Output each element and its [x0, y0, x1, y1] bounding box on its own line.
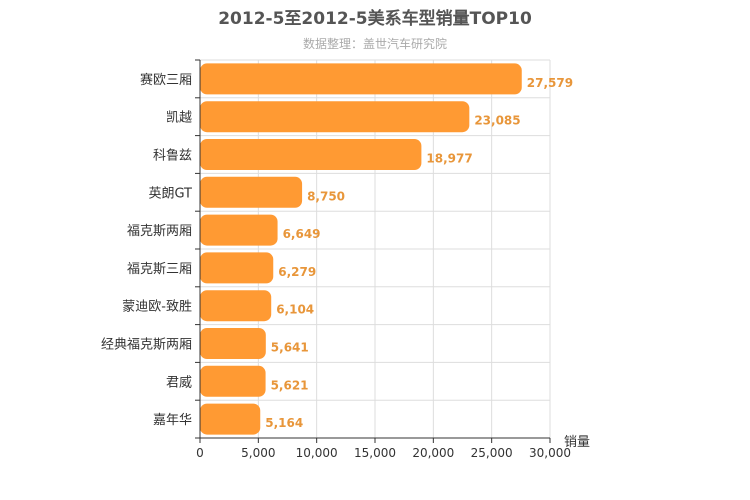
category-label: 经典福克斯两厢: [101, 338, 192, 353]
x-tick-label: 30,000: [529, 446, 571, 460]
category-label: 君威: [166, 375, 192, 390]
category-label: 科鲁兹: [153, 149, 192, 164]
x-tick-label: 0: [196, 446, 204, 460]
bar[interactable]: [200, 403, 261, 435]
bar[interactable]: [200, 139, 422, 170]
category-label: 凯越: [166, 111, 192, 126]
data-label: 6,104: [276, 303, 314, 317]
data-label: 5,641: [271, 341, 309, 355]
x-axis-label: 销量: [564, 435, 590, 450]
bar[interactable]: [200, 176, 303, 208]
bar[interactable]: [200, 328, 266, 359]
data-label: 5,164: [265, 416, 303, 430]
x-tick-label: 20,000: [412, 446, 454, 460]
data-label: 27,579: [527, 76, 573, 90]
category-label: 蒙迪欧-致胜: [122, 300, 192, 315]
x-tick-labels: 0 5,000 10,000 15,000 20,000 25,000 30,000: [195, 59, 571, 460]
x-tick-label: 5,000: [241, 446, 275, 460]
bar[interactable]: [200, 214, 278, 246]
bar[interactable]: [200, 252, 274, 284]
category-label: 英朗GT: [148, 186, 192, 201]
x-tick-label: 25,000: [471, 446, 513, 460]
data-label: 8,750: [307, 189, 345, 203]
data-label: 18,977: [426, 152, 472, 166]
bar[interactable]: [200, 63, 522, 95]
data-label: 6,649: [283, 227, 321, 241]
grid-lines: [200, 59, 551, 438]
bars: 27,579 23,085 18,977 8,750 6,649 6,279 6,104 5,…: [200, 63, 573, 435]
bar[interactable]: [200, 290, 272, 322]
category-label: 福克斯三厢: [127, 262, 192, 277]
category-label: 福克斯两厢: [127, 224, 192, 239]
data-label: 5,621: [271, 378, 309, 392]
x-tick-label: 15,000: [354, 446, 396, 460]
category-label: 赛欧三厢: [140, 72, 192, 88]
x-tick-label: 10,000: [296, 446, 338, 460]
data-label: 23,085: [474, 114, 520, 128]
bar[interactable]: [200, 101, 470, 133]
data-label: 6,279: [278, 265, 316, 279]
category-label: 嘉年华: [153, 413, 192, 428]
bar[interactable]: [200, 365, 266, 397]
chart-subtitle: 数据整理：盖世汽车研究院: [303, 36, 447, 51]
chart-title: 2012-5至2012-5美系车型销量TOP10: [218, 8, 532, 29]
